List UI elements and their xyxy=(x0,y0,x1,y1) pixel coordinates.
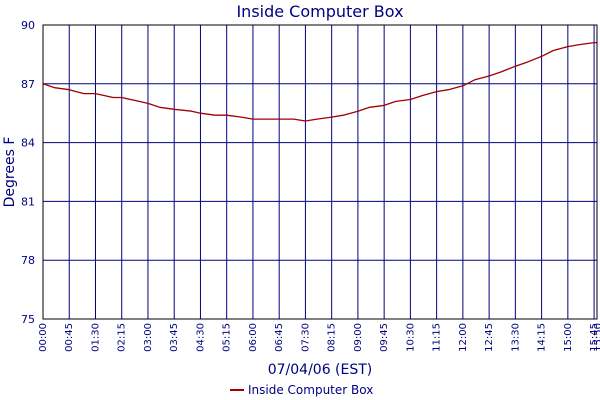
x-tick-label: 08:15 xyxy=(327,323,338,352)
x-axis-label: 07/04/06 (EST) xyxy=(268,362,373,378)
x-tick-label: 00:45 xyxy=(64,323,75,352)
series-layer xyxy=(42,41,597,122)
x-tick-label: 06:45 xyxy=(274,323,285,352)
x-tick-label: 09:00 xyxy=(353,323,364,352)
x-tick-label: 05:15 xyxy=(222,323,233,352)
y-axis: 75 78 81 84 87 90 xyxy=(21,19,35,326)
x-tick-label: 12:45 xyxy=(484,323,495,352)
x-tick-label: 11:15 xyxy=(432,323,443,352)
y-tick-label: 84 xyxy=(21,137,35,150)
x-tick-label: 07:30 xyxy=(300,323,311,352)
y-tick-label: 87 xyxy=(21,78,35,91)
y-axis-label: Degrees F xyxy=(2,137,18,208)
x-tick-label: 06:00 xyxy=(248,323,259,352)
chart-title: Inside Computer Box xyxy=(236,2,403,21)
grid xyxy=(42,24,598,320)
x-tick-label: 09:45 xyxy=(379,323,390,352)
x-tick-label: 04:30 xyxy=(195,323,206,352)
plot-frame xyxy=(42,24,598,320)
legend: Inside Computer Box xyxy=(230,383,373,397)
y-tick-label: 90 xyxy=(21,19,35,32)
x-tick-label: 12:00 xyxy=(458,323,469,352)
x-tick-label: 15:00 xyxy=(563,323,574,352)
x-tick-label: 14:15 xyxy=(537,323,548,352)
x-tick-label: 15:45 xyxy=(589,323,600,352)
y-tick-label: 75 xyxy=(21,313,35,326)
x-tick-label: 03:00 xyxy=(143,323,154,352)
x-tick-label: 02:15 xyxy=(117,323,128,352)
x-axis: 00:00 00:45 01:30 02:15 03:00 03:45 04:30 05:15… xyxy=(38,323,600,352)
legend-label: Inside Computer Box xyxy=(248,383,373,397)
y-tick-label: 81 xyxy=(21,195,35,208)
x-tick-label: 01:30 xyxy=(90,323,101,352)
x-tick-label: 13:30 xyxy=(510,323,521,352)
x-tick-label: 10:30 xyxy=(405,323,416,352)
x-tick-label: 15:50 xyxy=(593,323,600,352)
y-tick-label: 78 xyxy=(21,254,35,267)
x-tick-label: 03:45 xyxy=(169,323,180,352)
series-line xyxy=(42,41,597,122)
x-tick-label: 00:00 xyxy=(38,323,49,352)
